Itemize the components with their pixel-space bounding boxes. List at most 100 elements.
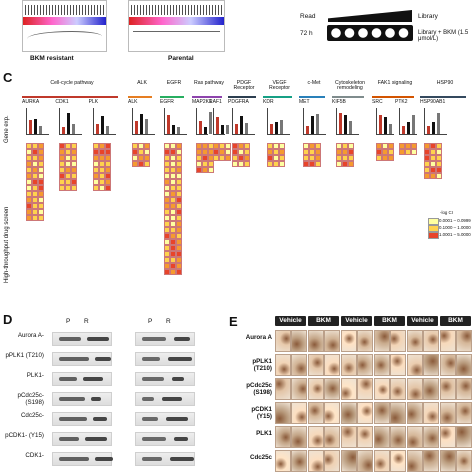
ihc-image bbox=[291, 378, 307, 400]
ihc-image bbox=[275, 378, 291, 400]
gene-label: EGFR bbox=[160, 99, 174, 105]
heatmap-cell bbox=[232, 143, 238, 149]
condition-header: BKM bbox=[440, 316, 471, 326]
heatmap-cell bbox=[176, 155, 182, 161]
band bbox=[85, 437, 107, 441]
heatmap-cell bbox=[238, 149, 244, 155]
heatmap-cell bbox=[144, 155, 150, 161]
gene-label: SRC bbox=[372, 99, 383, 105]
ihc-image bbox=[291, 402, 307, 424]
heatmap-cell bbox=[65, 161, 72, 167]
ihc-image bbox=[308, 450, 324, 472]
heatmap-cell bbox=[65, 155, 72, 161]
heatmap-cell bbox=[98, 149, 105, 155]
heatmap-cell bbox=[170, 185, 176, 191]
heatmap-cell bbox=[71, 167, 78, 173]
ihc-image bbox=[308, 426, 324, 448]
heatmap-cell bbox=[382, 143, 388, 149]
heatmap-cell bbox=[59, 149, 66, 155]
heatmap-cell bbox=[71, 149, 78, 155]
heatmap-cell bbox=[196, 149, 202, 155]
heatmap-cell bbox=[273, 143, 279, 149]
heatmap-cell bbox=[98, 155, 105, 161]
ihc-image bbox=[423, 450, 439, 472]
band bbox=[95, 357, 111, 361]
heatmap-cell bbox=[225, 155, 231, 161]
heatmap-cell bbox=[279, 143, 285, 149]
condition-header: Vehicle bbox=[275, 316, 306, 326]
ihc-row-label: pCDK1 (Y15) bbox=[251, 406, 272, 420]
lane-label: P bbox=[148, 318, 153, 325]
heatmap-cell bbox=[138, 155, 144, 161]
heatmap-cell bbox=[436, 149, 442, 155]
heatmap-cell bbox=[436, 167, 442, 173]
heatmap-cell bbox=[98, 167, 105, 173]
ihc-image bbox=[456, 450, 472, 472]
ihc-image bbox=[357, 426, 373, 448]
heatmap-cell bbox=[388, 149, 394, 155]
gene-expression-barchart bbox=[92, 108, 116, 135]
gsea-rank-gradient bbox=[129, 17, 224, 25]
heatmap-cell bbox=[196, 167, 202, 173]
drug-screen-heatmap bbox=[132, 143, 150, 167]
pathway-label: VEGF Receptor bbox=[268, 80, 291, 92]
heatmap-cell bbox=[98, 161, 105, 167]
heatmap-cell bbox=[170, 227, 176, 233]
ihc-image bbox=[308, 402, 324, 424]
heatmap-cell bbox=[315, 155, 321, 161]
drug-screen-heatmap bbox=[59, 143, 78, 191]
band bbox=[172, 377, 184, 381]
blot-label: pCdc25c- (S198) bbox=[17, 392, 44, 406]
gene-label: MET bbox=[299, 99, 310, 105]
heatmap-cell bbox=[92, 167, 99, 173]
expression-bar bbox=[349, 121, 352, 134]
ihc-image bbox=[275, 330, 291, 352]
band bbox=[59, 357, 89, 361]
expression-bar bbox=[311, 116, 314, 134]
ihc-image bbox=[324, 354, 340, 376]
heatmap-cell bbox=[176, 233, 182, 239]
expression-bar bbox=[389, 124, 392, 134]
heatmap-cell bbox=[164, 251, 170, 257]
heatmap-cell bbox=[98, 173, 105, 179]
ihc-image bbox=[275, 450, 291, 472]
pathway-underline bbox=[372, 96, 414, 98]
heatmap-cell bbox=[32, 167, 38, 173]
ihc-image bbox=[308, 354, 324, 376]
ihc-image bbox=[390, 378, 406, 400]
heatmap-cell bbox=[92, 143, 99, 149]
blot-label: pPLK1 (T210) bbox=[5, 352, 44, 359]
heatmap-cell bbox=[164, 245, 170, 251]
heatmap-cell bbox=[405, 149, 411, 155]
band bbox=[142, 397, 154, 401]
heatmap-cell bbox=[164, 167, 170, 173]
heatmap-cell bbox=[376, 155, 382, 161]
heatmap-cell bbox=[164, 215, 170, 221]
band bbox=[95, 457, 113, 461]
heatmap-cell bbox=[32, 161, 38, 167]
heatmap-cell bbox=[342, 161, 348, 167]
heatmap-cell bbox=[170, 167, 176, 173]
band bbox=[59, 337, 81, 341]
legend-text-low: 0.0001 – 0.0999 bbox=[439, 218, 471, 223]
gene-expression-barchart bbox=[213, 108, 229, 135]
band bbox=[174, 437, 188, 441]
heatmap-cell bbox=[176, 161, 182, 167]
heatmap-cell bbox=[238, 161, 244, 167]
ihc-image bbox=[440, 330, 456, 352]
heatmap-cell bbox=[411, 149, 417, 155]
condition-header: BKM bbox=[374, 316, 405, 326]
expression-bar bbox=[306, 126, 309, 134]
ihc-image bbox=[291, 450, 307, 472]
legend-text-high: 1.0001 – 5.0000 bbox=[439, 232, 471, 237]
drug-screen-heatmap bbox=[399, 143, 417, 155]
heatmap-cell bbox=[176, 269, 182, 275]
heatmap-cell bbox=[309, 155, 315, 161]
expression-bar bbox=[105, 126, 109, 134]
band bbox=[142, 437, 166, 441]
heatmap-cell bbox=[279, 149, 285, 155]
drug-screen-heatmap bbox=[232, 143, 250, 167]
heatmap-cell bbox=[196, 143, 202, 149]
heatmap-cell bbox=[342, 149, 348, 155]
heatmap-cell bbox=[164, 239, 170, 245]
